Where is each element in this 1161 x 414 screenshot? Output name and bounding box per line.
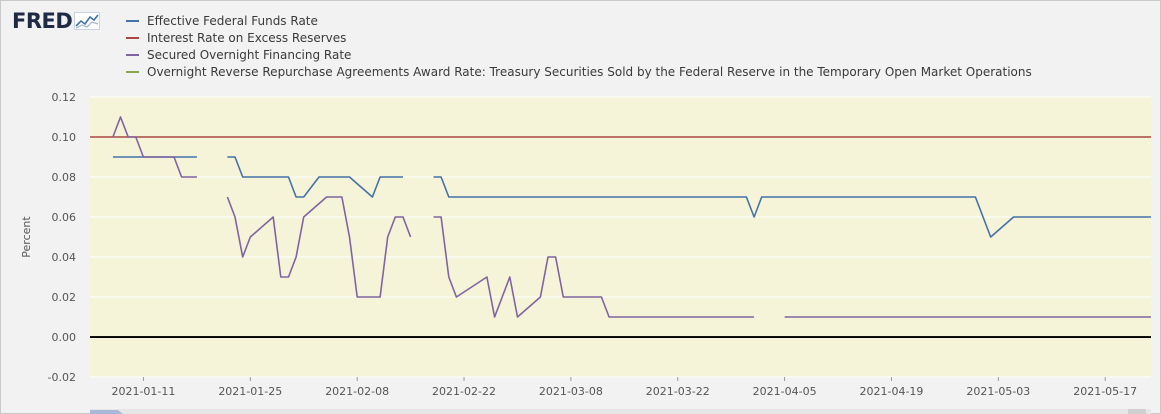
x-tick-label: 2021-01-11 bbox=[111, 385, 175, 398]
legend-swatch bbox=[126, 53, 139, 56]
series-line-1 bbox=[227, 156, 403, 198]
legend-item-2[interactable]: Interest Rate on Excess Reserves bbox=[126, 29, 1032, 46]
x-tick-label: 2021-05-17 bbox=[1073, 385, 1137, 398]
y-tick-label: 0.10 bbox=[52, 131, 77, 144]
x-tick-label: 2021-04-05 bbox=[753, 385, 817, 398]
fred-logo: FRED bbox=[12, 9, 101, 33]
legend-swatch bbox=[126, 19, 139, 22]
legend-label: Effective Federal Funds Rate bbox=[147, 13, 318, 28]
x-tick-label: 2021-02-08 bbox=[325, 385, 389, 398]
x-tick-label: 2021-03-22 bbox=[646, 385, 710, 398]
x-tick-label: 2021-02-22 bbox=[432, 385, 496, 398]
y-tick-label: 0.06 bbox=[52, 211, 77, 224]
legend-swatch bbox=[126, 36, 139, 39]
trend-line-icon bbox=[74, 12, 101, 30]
navigator-track bbox=[90, 409, 1151, 414]
x-tick-label: 2021-03-08 bbox=[539, 385, 603, 398]
series-line-1 bbox=[433, 176, 1151, 238]
x-tick-label: 2021-01-25 bbox=[218, 385, 282, 398]
legend-item-4[interactable]: Overnight Reverse Repurchase Agreements … bbox=[126, 63, 1032, 80]
navigator-handle-right bbox=[1128, 409, 1146, 414]
series-line-3 bbox=[433, 216, 755, 318]
x-tick-label: 2021-04-19 bbox=[860, 385, 924, 398]
plot-area bbox=[90, 97, 1151, 377]
legend-swatch bbox=[126, 70, 139, 73]
y-tick-label: 0.08 bbox=[52, 171, 77, 184]
y-tick-label: 0.04 bbox=[52, 251, 77, 264]
y-tick-label: 0.00 bbox=[52, 331, 77, 344]
legend-label: Interest Rate on Excess Reserves bbox=[147, 30, 347, 45]
navigator-handle-left bbox=[90, 410, 123, 414]
y-axis-title: Percent bbox=[20, 216, 33, 258]
y-tick-label: -0.02 bbox=[48, 371, 76, 384]
y-tick-label: 0.02 bbox=[52, 291, 77, 304]
legend-label: Secured Overnight Financing Rate bbox=[147, 47, 352, 62]
series-line-3 bbox=[226, 196, 412, 298]
legend-label: Overnight Reverse Repurchase Agreements … bbox=[147, 64, 1032, 79]
chart-legend: Effective Federal Funds Rate Interest Rat… bbox=[126, 12, 1032, 80]
legend-item-1[interactable]: Effective Federal Funds Rate bbox=[126, 12, 1032, 29]
y-tick-label: 0.12 bbox=[52, 91, 77, 104]
series-line-3 bbox=[112, 116, 197, 178]
legend-item-3[interactable]: Secured Overnight Financing Rate bbox=[126, 46, 1032, 63]
x-tick-label: 2021-05-03 bbox=[966, 385, 1030, 398]
logo-text: FRED bbox=[12, 9, 73, 33]
